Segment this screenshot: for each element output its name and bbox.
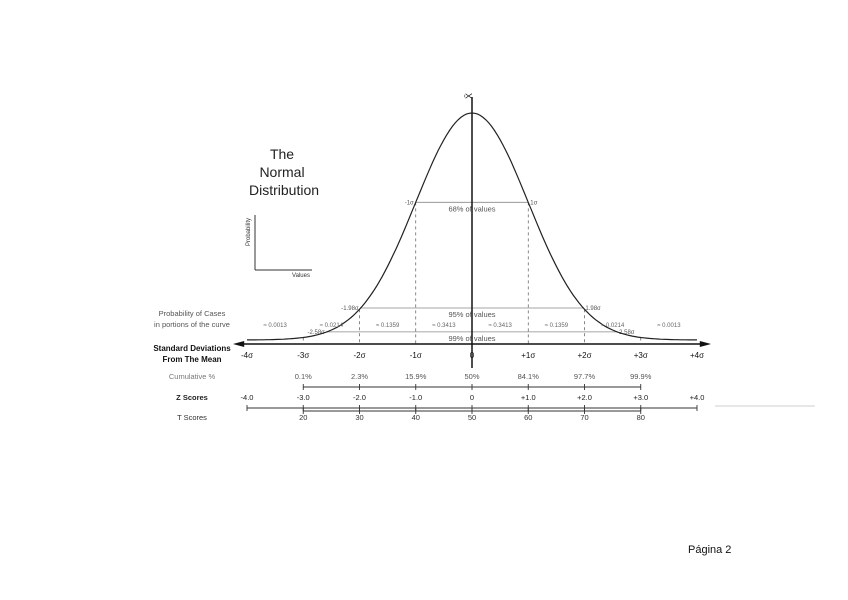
cumulative-label: 50% (464, 372, 479, 381)
title-line-1: The (270, 146, 294, 162)
sigma-gridlines (302, 202, 642, 344)
cumulative-label: 0.1% (295, 372, 312, 381)
probability-value: ≈ 0.0214 (320, 323, 344, 329)
sd-tick-label: 0 (470, 351, 475, 360)
title-line-3: Distribution (249, 182, 319, 198)
z-scale: -4.0 -3.0 -2.0 -1.0 0 +1.0 +2.0 +3.0 +4.0 (241, 393, 705, 411)
range-right-label: 1.98σ (585, 306, 601, 312)
inset-y-label: Probability (246, 218, 252, 246)
title-line-2: Normal (259, 164, 304, 180)
sd-scale: -4σ -3σ -2σ -1σ 0 +1σ +2σ +3σ +4σ (232, 341, 712, 360)
t-score-label: 70 (580, 413, 588, 422)
t-score-label: 60 (524, 413, 532, 422)
sd-tick-label: -3σ (297, 351, 309, 360)
t-score-label: 30 (355, 413, 363, 422)
sd-label-line-2: From The Mean (162, 355, 221, 364)
probability-label-line-2: in portions of the curve (154, 320, 230, 329)
probability-value: ≈ 0.1359 (376, 323, 400, 329)
probability-value: ≈ 0.1359 (545, 323, 569, 329)
diagram-title: The Normal Distribution (249, 146, 319, 198)
z-score-label: -1.0 (409, 393, 422, 402)
t-score-label: 80 (637, 413, 645, 422)
t-scale: 20 30 40 50 60 70 80 (299, 408, 645, 422)
sd-axis-left-arrow (232, 341, 245, 347)
z-score-label: -3.0 (297, 393, 310, 402)
range-left-label: -1σ (405, 200, 414, 206)
mean-symbol: X̄ (464, 93, 474, 99)
cumulative-label: 84.1% (518, 372, 540, 381)
sd-axis-right-arrow (699, 341, 712, 347)
z-score-label: +4.0 (690, 393, 705, 402)
probability-value: ≈ 0.0214 (601, 323, 625, 329)
sd-tick-label: -4σ (241, 351, 253, 360)
cumulative-label: 97.7% (574, 372, 596, 381)
z-score-label: -2.0 (353, 393, 366, 402)
probability-value: ≈ 0.3413 (432, 323, 456, 329)
sd-tick-label: +1σ (521, 351, 535, 360)
z-score-label: -4.0 (241, 393, 254, 402)
probability-values: ≈ 0.0013 ≈ 0.0214 ≈ 0.1359 ≈ 0.3413 ≈ 0.3413… (263, 323, 681, 329)
z-label: Z Scores (176, 393, 208, 402)
range-right-label: 2.58σ (619, 330, 635, 336)
sd-tick-label: +4σ (690, 351, 704, 360)
sd-label: Standard Deviations From The Mean (153, 344, 231, 364)
page-number: Página 2 (688, 544, 732, 556)
t-score-label: 40 (412, 413, 420, 422)
probability-value: ≈ 0.0013 (657, 323, 681, 329)
sd-tick-label: -2σ (353, 351, 365, 360)
probability-label-line-1: Probability of Cases (159, 309, 226, 318)
sd-tick-label: +3σ (634, 351, 648, 360)
z-score-label: +3.0 (633, 393, 648, 402)
range-left-label: -1.98σ (341, 306, 359, 312)
inset-x-label: Values (292, 273, 310, 279)
cumulative-label: 15.9% (405, 372, 427, 381)
range-right-label: 1σ (530, 200, 537, 206)
sd-label-line-1: Standard Deviations (153, 344, 231, 353)
probability-value: ≈ 0.3413 (488, 323, 512, 329)
cumulative-label: 2.3% (351, 372, 368, 381)
cumulative-label: Cumulative % (169, 372, 216, 381)
inset-axes: Probability Values (246, 215, 312, 279)
t-score-label: 20 (299, 413, 307, 422)
range-left-label: -2.58σ (307, 330, 325, 336)
sd-tick-label: -1σ (410, 351, 422, 360)
t-label: T Scores (177, 413, 207, 422)
probability-value: ≈ 0.0013 (263, 323, 287, 329)
t-score-label: 50 (468, 413, 476, 422)
cumulative-label: 99.9% (630, 372, 652, 381)
z-score-label: +2.0 (577, 393, 592, 402)
z-score-label: +1.0 (521, 393, 536, 402)
probability-label: Probability of Cases in portions of the … (154, 309, 230, 329)
z-score-label: 0 (470, 393, 474, 402)
cumulative-scale: 0.1% 2.3% 15.9% 50% 84.1% 97.7% 99.9% (295, 372, 652, 390)
sd-tick-label: +2σ (577, 351, 591, 360)
